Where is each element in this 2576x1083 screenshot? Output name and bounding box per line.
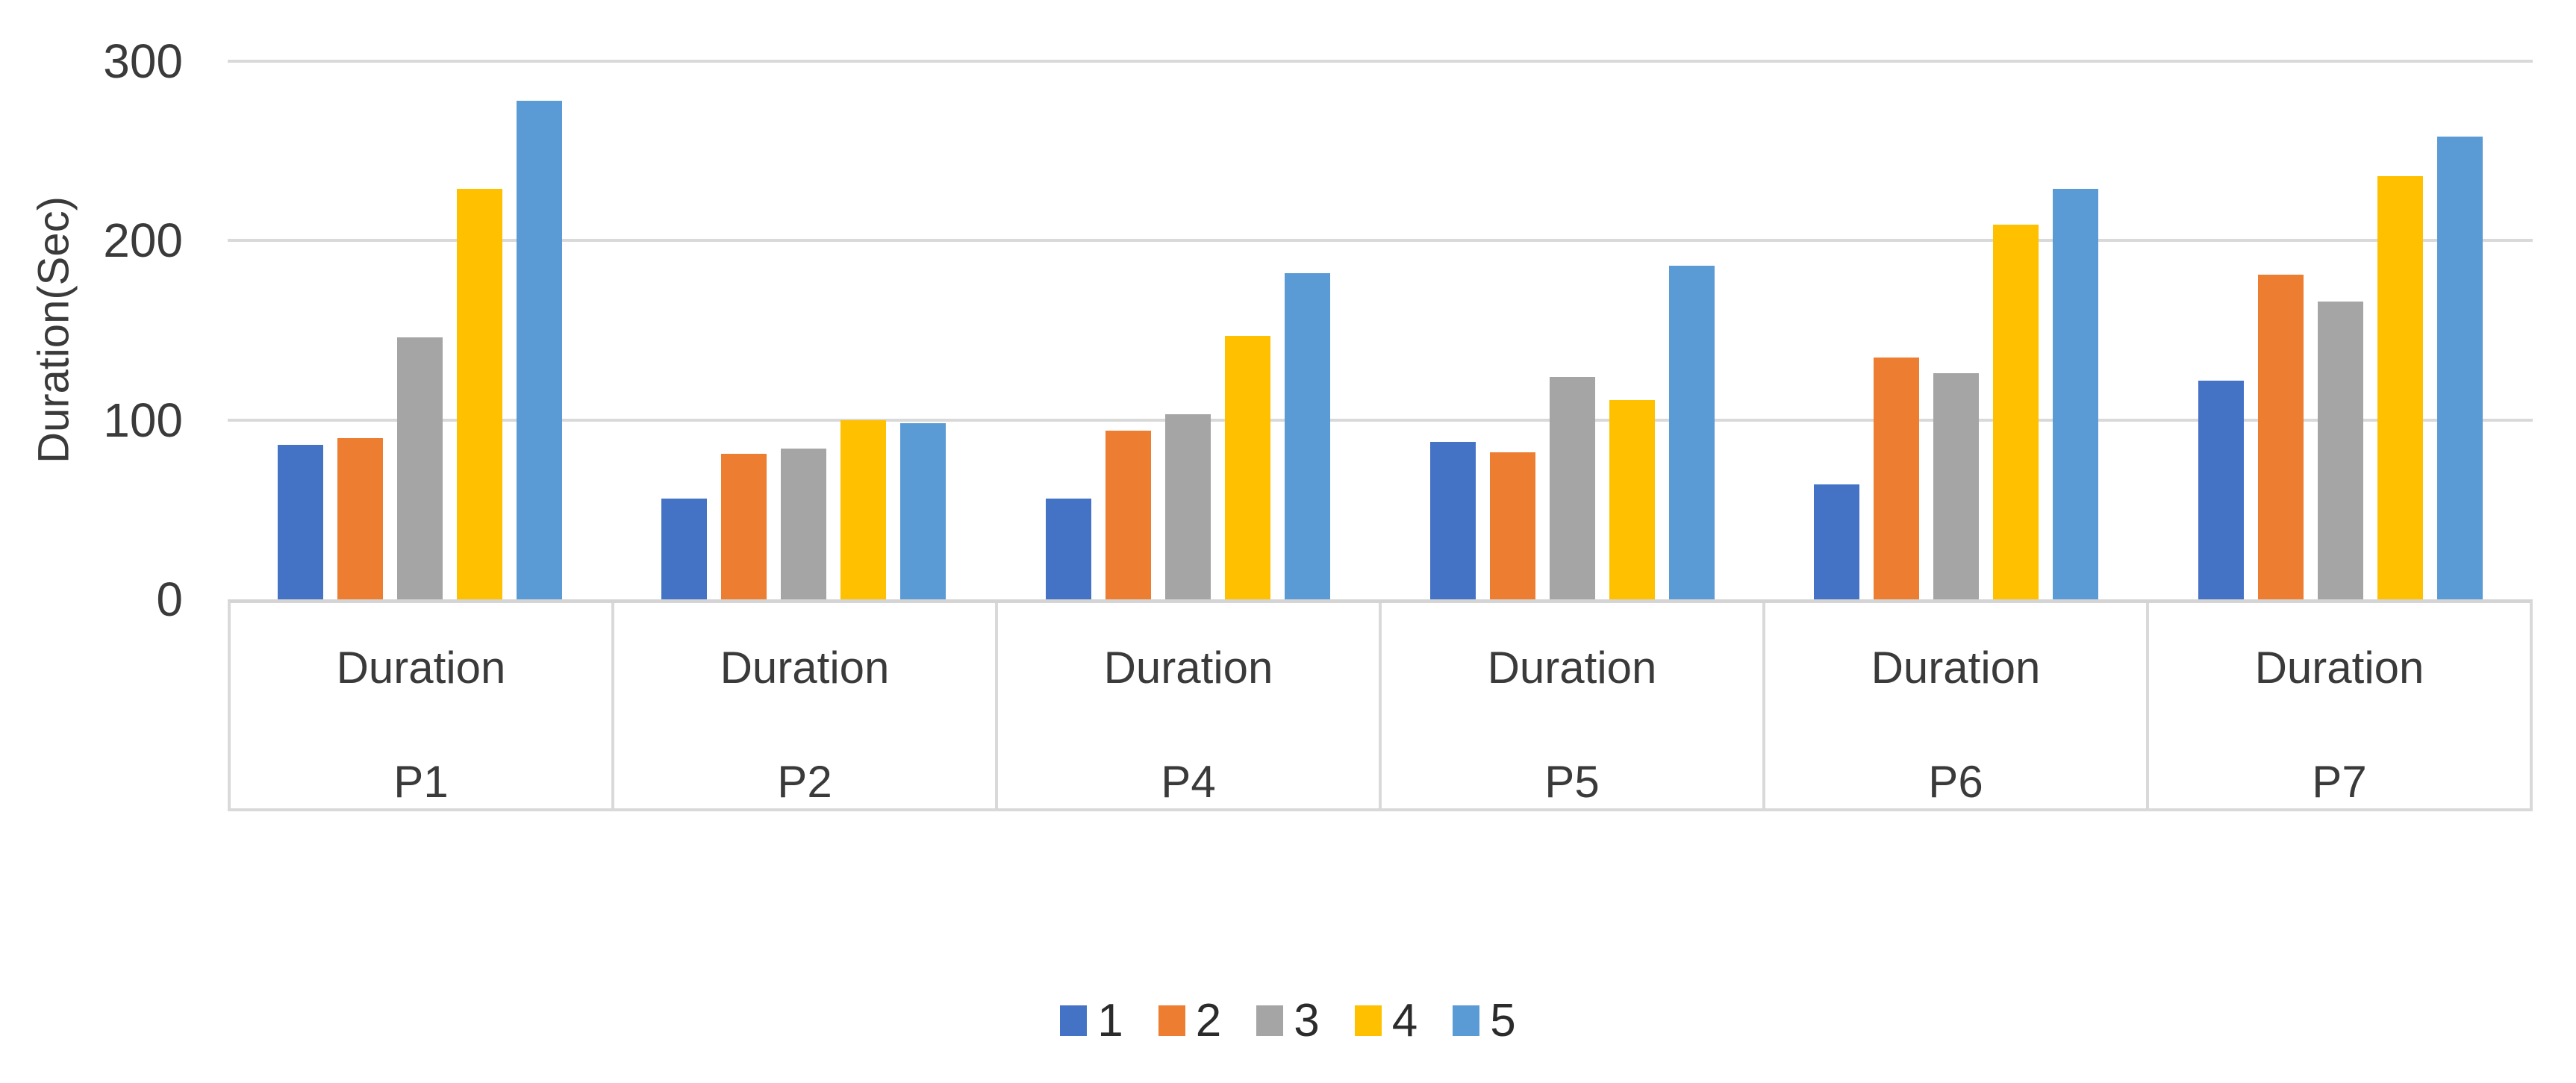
legend-swatch-2 [1158, 1005, 1185, 1036]
y-axis-title: Duration(Sec) [29, 196, 78, 464]
category-cell-p2: Duration P2 [614, 603, 998, 808]
bar-p7-series-2 [2258, 275, 2304, 599]
category-label-p1: P1 [393, 757, 449, 807]
legend-swatch-1 [1060, 1005, 1088, 1036]
legend-swatch-4 [1354, 1005, 1382, 1036]
plot-area [228, 60, 2533, 599]
bar-group-p5 [1380, 61, 1765, 599]
bar-p7-series-1 [2198, 381, 2245, 599]
category-label-p4: P4 [1161, 757, 1216, 807]
legend-item-4: 4 [1354, 994, 1418, 1046]
gridline-300 [228, 60, 2533, 63]
bar-p5-series-4 [1609, 400, 1655, 599]
bar-p4-series-4 [1225, 336, 1271, 599]
bar-group-p1 [228, 61, 612, 599]
bar-p1-series-1 [277, 445, 323, 599]
bar-p4-series-3 [1165, 414, 1211, 599]
legend-item-1: 1 [1060, 994, 1123, 1046]
legend-label-4: 4 [1391, 994, 1418, 1046]
category-cell-p5: Duration P5 [1382, 603, 1765, 808]
bar-p2-series-4 [841, 420, 887, 599]
legend-item-2: 2 [1158, 994, 1222, 1046]
bar-p2-series-2 [721, 454, 767, 599]
bar-p2-series-5 [900, 423, 946, 599]
bar-group-p2 [612, 61, 997, 599]
category-group-label-p7: Duration [2254, 643, 2424, 693]
bar-p4-series-5 [1285, 273, 1331, 599]
bar-p5-series-3 [1549, 377, 1595, 599]
bar-p6-series-2 [1874, 358, 1920, 599]
y-tick-label-0: 0 [156, 572, 183, 626]
bar-p5-series-2 [1489, 452, 1535, 599]
category-cell-p4: Duration P4 [998, 603, 1382, 808]
x-axis-category-band: Duration P1 Duration P2 Duration P4 Duration P5… [228, 599, 2533, 811]
gridline-100 [228, 418, 2533, 422]
legend-item-5: 5 [1453, 994, 1516, 1046]
legend-label-2: 2 [1195, 994, 1222, 1046]
category-cell-p1: Duration P1 [231, 603, 614, 808]
bar-p6-series-4 [1993, 225, 2039, 599]
bar-p2-series-3 [781, 449, 827, 599]
bar-p5-series-5 [1668, 266, 1715, 599]
bar-p1-series-4 [456, 189, 502, 599]
category-cell-p7: Duration P7 [2149, 603, 2530, 808]
legend-label-3: 3 [1294, 994, 1320, 1046]
bar-p7-series-5 [2437, 137, 2483, 599]
bar-p6-series-3 [1933, 373, 1980, 599]
bar-p5-series-1 [1429, 442, 1476, 599]
category-group-label-p2: Duration [720, 643, 890, 693]
category-cell-p6: Duration P6 [1765, 603, 2149, 808]
category-group-label-p6: Duration [1871, 643, 2041, 693]
legend-swatch-5 [1453, 1005, 1480, 1036]
legend: 1 2 3 4 5 [0, 997, 2576, 1043]
category-group-label-p1: Duration [336, 643, 506, 693]
category-group-label-p5: Duration [1487, 643, 1657, 693]
category-label-p6: P6 [1928, 757, 1983, 807]
category-label-p5: P5 [1544, 757, 1600, 807]
legend-label-1: 1 [1097, 994, 1123, 1046]
bar-p1-series-2 [337, 438, 383, 599]
bar-p7-series-4 [2377, 176, 2424, 599]
bar-group-p6 [1765, 61, 2149, 599]
bar-p4-series-1 [1046, 499, 1092, 599]
legend-swatch-3 [1256, 1005, 1284, 1036]
legend-label-5: 5 [1490, 994, 1516, 1046]
bar-groups [228, 61, 2533, 599]
bar-p1-series-5 [516, 101, 562, 599]
legend-item-3: 3 [1256, 994, 1320, 1046]
bar-p2-series-1 [661, 499, 708, 599]
bar-group-p4 [996, 61, 1380, 599]
bar-p6-series-1 [1814, 484, 1860, 599]
category-group-label-p4: Duration [1103, 643, 1273, 693]
y-tick-label-300: 300 [103, 34, 183, 88]
bar-p6-series-5 [2053, 189, 2099, 599]
gridline-200 [228, 239, 2533, 243]
bar-p1-series-3 [396, 337, 443, 599]
bar-p7-series-3 [2318, 302, 2364, 599]
bar-p4-series-2 [1105, 431, 1152, 599]
bar-group-p7 [2148, 61, 2533, 599]
category-label-p2: P2 [777, 757, 832, 807]
category-label-p7: P7 [2312, 757, 2367, 807]
